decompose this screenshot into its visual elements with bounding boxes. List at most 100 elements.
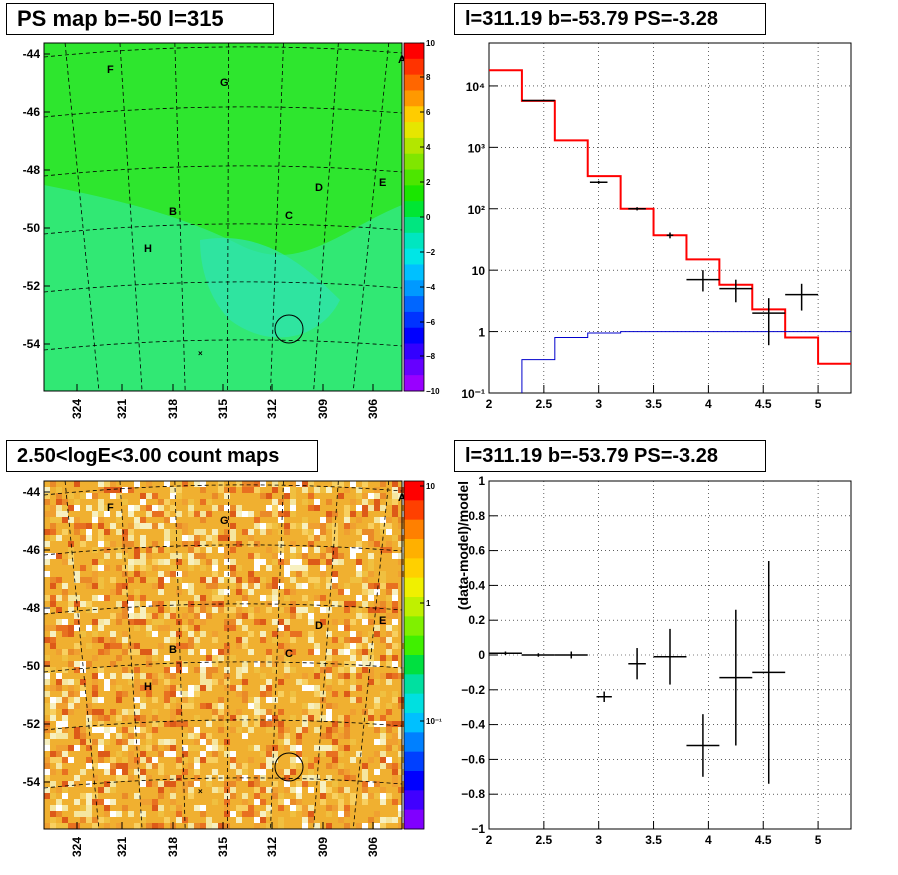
count-pixel <box>344 673 350 679</box>
count-pixel <box>350 763 356 769</box>
count-pixel <box>164 547 170 553</box>
count-pixel <box>374 517 380 523</box>
count-pixel <box>104 811 110 817</box>
count-pixel <box>296 691 302 697</box>
count-pixel <box>62 517 68 523</box>
count-pixel <box>224 781 230 787</box>
count-pixel <box>380 607 386 613</box>
count-pixel <box>128 805 134 811</box>
count-pixel <box>326 763 332 769</box>
count-pixel <box>350 553 356 559</box>
count-pixel <box>296 727 302 733</box>
count-pixel <box>392 781 398 787</box>
count-pixel <box>266 745 272 751</box>
count-pixel <box>170 721 176 727</box>
count-pixel <box>128 709 134 715</box>
count-pixel <box>302 709 308 715</box>
count-pixel <box>176 601 182 607</box>
count-pixel <box>344 715 350 721</box>
count-pixel <box>98 727 104 733</box>
count-pixel <box>140 649 146 655</box>
count-pixel <box>368 493 374 499</box>
count-pixel <box>236 619 242 625</box>
spectrum-y-tick-label: 10⁴ <box>466 80 485 94</box>
count-pixel <box>170 715 176 721</box>
count-pixel <box>188 733 194 739</box>
count-pixel <box>128 487 134 493</box>
map-lat-gridline <box>43 46 403 58</box>
ps-map-target-circle <box>274 314 304 344</box>
count-pixel <box>356 715 362 721</box>
count-pixel <box>80 733 86 739</box>
count-pixel <box>50 523 56 529</box>
colorbar-segment <box>404 280 424 297</box>
count-pixel <box>230 547 236 553</box>
count-pixel <box>110 661 116 667</box>
count-pixel <box>86 763 92 769</box>
count-pixel <box>152 583 158 589</box>
count-pixel <box>278 811 284 817</box>
count-pixel <box>122 739 128 745</box>
count-pixel <box>110 769 116 775</box>
count-pixel <box>86 757 92 763</box>
count-pixel <box>194 595 200 601</box>
count-pixel <box>326 577 332 583</box>
count-pixel <box>350 511 356 517</box>
count-pixel <box>44 553 50 559</box>
count-pixel <box>92 739 98 745</box>
count-pixel <box>368 691 374 697</box>
count-pixel <box>320 739 326 745</box>
count-pixel <box>272 787 278 793</box>
count-pixel <box>356 709 362 715</box>
count-pixel <box>158 511 164 517</box>
count-pixel <box>146 739 152 745</box>
count-pixel <box>194 511 200 517</box>
count-pixel <box>152 565 158 571</box>
count-pixel <box>164 703 170 709</box>
count-pixel <box>170 565 176 571</box>
count-pixel <box>62 511 68 517</box>
count-pixel <box>296 781 302 787</box>
count-pixel <box>86 817 92 823</box>
count-pixel <box>266 727 272 733</box>
count-pixel <box>392 541 398 547</box>
count-pixel <box>350 619 356 625</box>
count-pixel <box>242 691 248 697</box>
count-pixel <box>176 643 182 649</box>
count-pixel <box>62 709 68 715</box>
count-pixel <box>260 709 266 715</box>
count-pixel <box>230 757 236 763</box>
count-pixel <box>50 601 56 607</box>
count-pixel <box>332 601 338 607</box>
count-pixel <box>344 649 350 655</box>
count-pixel <box>56 499 62 505</box>
count-pixel <box>98 571 104 577</box>
count-pixel <box>62 757 68 763</box>
count-pixel <box>98 757 104 763</box>
count-pixel <box>212 745 218 751</box>
count-pixel <box>128 595 134 601</box>
count-pixel <box>128 733 134 739</box>
count-pixel <box>200 529 206 535</box>
count-pixel <box>326 727 332 733</box>
count-pixel <box>338 679 344 685</box>
count-pixel <box>332 571 338 577</box>
count-pixel <box>98 499 104 505</box>
count-pixel <box>152 505 158 511</box>
b-tick-label: -54 <box>23 775 41 789</box>
count-pixel <box>104 685 110 691</box>
count-pixel <box>308 481 314 487</box>
count-pixel <box>374 817 380 823</box>
colorbar-segment <box>404 751 424 772</box>
l-tick-label: 321 <box>115 399 129 419</box>
count-pixel <box>212 589 218 595</box>
map-lat-gridline <box>43 484 403 496</box>
count-pixel <box>344 637 350 643</box>
count-pixel <box>362 553 368 559</box>
count-pixel <box>206 505 212 511</box>
count-pixel <box>110 787 116 793</box>
count-pixel <box>350 799 356 805</box>
colorbar-tick-label: 0 <box>426 213 431 222</box>
count-pixel <box>320 745 326 751</box>
count-pixel <box>200 661 206 667</box>
